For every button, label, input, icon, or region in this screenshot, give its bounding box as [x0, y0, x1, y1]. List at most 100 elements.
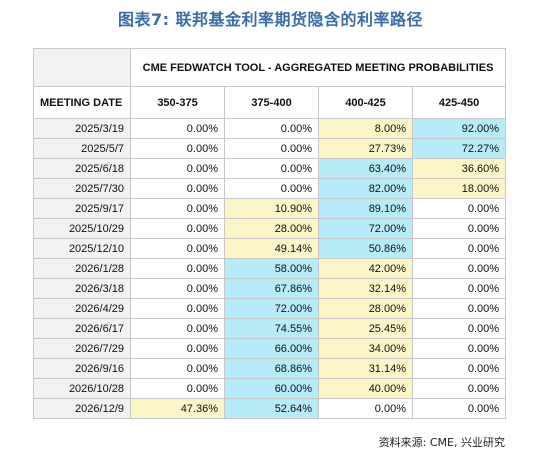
probability-cell: 49.14% [224, 238, 319, 259]
probability-cell: 0.00% [130, 118, 225, 139]
probability-cell: 0.00% [224, 158, 319, 179]
probability-cell: 0.00% [130, 298, 225, 319]
probability-cell: 0.00% [130, 258, 225, 279]
probability-cell: 10.90% [224, 198, 319, 219]
probability-cell: 0.00% [130, 278, 225, 299]
probability-cell: 0.00% [318, 398, 413, 419]
probability-cell: 67.86% [224, 278, 319, 299]
probability-cell: 0.00% [411, 338, 507, 359]
probability-cell: 28.00% [224, 218, 319, 239]
probability-cell: 40.00% [318, 378, 413, 399]
meeting-date-cell: 2025/9/17 [33, 198, 131, 219]
column-header-row: MEETING DATE 350-375 375-400 400-425 425… [33, 86, 507, 119]
table-row: 2025/6/18 0.00% 0.00% 63.40% 36.60% [33, 158, 507, 179]
probability-cell: 72.00% [318, 218, 413, 239]
probability-cell: 60.00% [224, 378, 319, 399]
probability-cell: 50.86% [318, 238, 413, 259]
probability-cell: 18.00% [411, 178, 507, 199]
probability-cell: 52.64% [224, 398, 319, 419]
meeting-date-cell: 2026/9/16 [33, 358, 131, 379]
probability-cell: 0.00% [411, 318, 507, 339]
probability-cell: 28.00% [318, 298, 413, 319]
probability-cell: 0.00% [411, 278, 507, 299]
column-header: 375-400 [224, 86, 319, 119]
table-row: 2025/7/30 0.00% 0.00% 82.00% 18.00% [33, 178, 507, 199]
probability-cell: 0.00% [130, 358, 225, 379]
probability-cell: 0.00% [130, 238, 225, 259]
figure-title: 图表7: 联邦基金利率期货隐含的利率路径 [117, 10, 424, 29]
meeting-date-cell: 2026/3/18 [33, 278, 131, 299]
probability-cell: 31.14% [318, 358, 413, 379]
probability-cell: 0.00% [411, 198, 507, 219]
probability-cell: 0.00% [130, 178, 225, 199]
table-row: 2026/1/28 0.00% 58.00% 42.00% 0.00% [33, 258, 507, 279]
meeting-date-cell: 2025/7/30 [33, 178, 131, 199]
probability-cell: 32.14% [318, 278, 413, 299]
corner-cell [33, 48, 131, 87]
probability-cell: 0.00% [130, 218, 225, 239]
probability-cell: 0.00% [130, 198, 225, 219]
meeting-date-header: MEETING DATE [33, 86, 131, 119]
probability-cell: 66.00% [224, 338, 319, 359]
probability-cell: 0.00% [411, 378, 507, 399]
probability-cell: 0.00% [130, 378, 225, 399]
probability-cell: 0.00% [224, 138, 319, 159]
table-row: 2025/10/29 0.00% 28.00% 72.00% 0.00% [33, 218, 507, 239]
probability-cell: 74.55% [224, 318, 319, 339]
probability-cell: 0.00% [130, 318, 225, 339]
table-body: 2025/3/19 0.00% 0.00% 8.00% 92.00% 2025/5/7 0.… [33, 118, 507, 419]
table-row: 2026/3/18 0.00% 67.86% 32.14% 0.00% [33, 278, 507, 299]
probability-cell: 58.00% [224, 258, 319, 279]
probability-cell: 0.00% [130, 338, 225, 359]
probability-cell: 36.60% [411, 158, 507, 179]
source-note: 资料来源: CME, 兴业研究 [378, 436, 505, 449]
probability-cell: 89.10% [318, 198, 413, 219]
probability-cell: 34.00% [318, 338, 413, 359]
table-row: 2025/12/10 0.00% 49.14% 50.86% 0.00% [33, 238, 507, 259]
probability-cell: 0.00% [224, 178, 319, 199]
probability-cell: 68.86% [224, 358, 319, 379]
probability-cell: 0.00% [411, 358, 507, 379]
table-row: 2026/7/29 0.00% 66.00% 34.00% 0.00% [33, 338, 507, 359]
table-row: 2026/12/9 47.36% 52.64% 0.00% 0.00% [33, 398, 507, 419]
table-row: 2026/10/28 0.00% 60.00% 40.00% 0.00% [33, 378, 507, 399]
probability-cell: 47.36% [130, 398, 225, 419]
meeting-date-cell: 2026/1/28 [33, 258, 131, 279]
probability-cell: 0.00% [224, 118, 319, 139]
table-title: CME FEDWATCH TOOL - AGGREGATED MEETING P… [129, 48, 507, 87]
probability-cell: 0.00% [411, 258, 507, 279]
probability-cell: 8.00% [318, 118, 413, 139]
probability-cell: 0.00% [411, 398, 507, 419]
probability-cell: 92.00% [411, 118, 507, 139]
probability-cell: 72.00% [224, 298, 319, 319]
probability-cell: 0.00% [130, 138, 225, 159]
column-header: 425-450 [411, 86, 507, 119]
meeting-date-cell: 2025/3/19 [33, 118, 131, 139]
probability-cell: 0.00% [411, 218, 507, 239]
probability-cell: 0.00% [130, 158, 225, 179]
table-row: 2026/4/29 0.00% 72.00% 28.00% 0.00% [33, 298, 507, 319]
probability-cell: 27.73% [318, 138, 413, 159]
meeting-date-cell: 2026/6/17 [33, 318, 131, 339]
table-row: 2025/9/17 0.00% 10.90% 89.10% 0.00% [33, 198, 507, 219]
meeting-date-cell: 2026/4/29 [33, 298, 131, 319]
probability-cell: 0.00% [411, 238, 507, 259]
column-header: 350-375 [130, 86, 225, 119]
table-row: 2026/9/16 0.00% 68.86% 31.14% 0.00% [33, 358, 507, 379]
probability-cell: 0.00% [411, 298, 507, 319]
table-row: 2025/3/19 0.00% 0.00% 8.00% 92.00% [33, 118, 507, 139]
meeting-date-cell: 2025/10/29 [33, 218, 131, 239]
table-row: 2026/6/17 0.00% 74.55% 25.45% 0.00% [33, 318, 507, 339]
meeting-date-cell: 2026/12/9 [33, 398, 131, 419]
meeting-date-cell: 2026/7/29 [33, 338, 131, 359]
table-title-row: CME FEDWATCH TOOL - AGGREGATED MEETING P… [33, 48, 507, 87]
table-row: 2025/5/7 0.00% 0.00% 27.73% 72.27% [33, 138, 507, 159]
meeting-date-cell: 2025/6/18 [33, 158, 131, 179]
fedwatch-table: CME FEDWATCH TOOL - AGGREGATED MEETING P… [33, 48, 507, 419]
probability-cell: 25.45% [318, 318, 413, 339]
meeting-date-cell: 2025/5/7 [33, 138, 131, 159]
meeting-date-cell: 2025/12/10 [33, 238, 131, 259]
probability-cell: 72.27% [411, 138, 507, 159]
probability-cell: 42.00% [318, 258, 413, 279]
probability-cell: 82.00% [318, 178, 413, 199]
